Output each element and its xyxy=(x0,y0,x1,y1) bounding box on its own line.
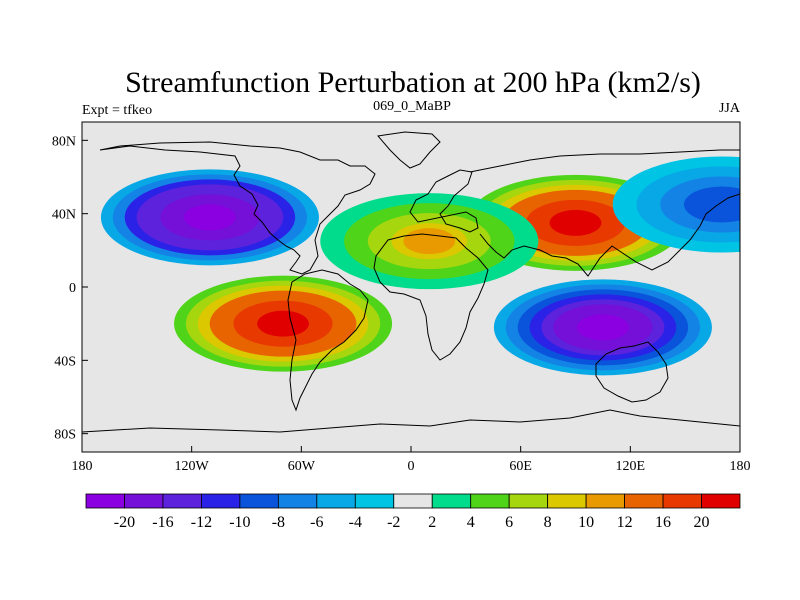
colorbar-swatch xyxy=(624,493,664,509)
colorbar-swatch xyxy=(470,493,510,509)
coast-greenland xyxy=(377,131,441,169)
x-tick-label: 180 xyxy=(730,459,751,474)
colorbar-label: 6 xyxy=(505,514,513,531)
y-tick-label: 40N xyxy=(52,208,76,223)
colorbar-label: -10 xyxy=(229,514,250,531)
colorbar-swatch xyxy=(547,493,587,509)
y-tick-label: 0 xyxy=(69,281,76,296)
colorbar-swatch xyxy=(85,493,125,509)
colorbar-label: 2 xyxy=(428,514,436,531)
feature-north-africa-high xyxy=(320,193,539,290)
experiment-label: Expt = tfkeo xyxy=(82,103,152,118)
x-tick-label: 60W xyxy=(288,459,316,474)
colorbar-label: 16 xyxy=(655,514,671,531)
colorbar-swatch xyxy=(239,493,279,509)
coast-europe xyxy=(409,169,479,233)
colorbar-swatch xyxy=(508,493,549,509)
colorbar-swatch xyxy=(585,493,625,509)
feature-south-pacific-high xyxy=(174,275,393,372)
colorbar-swatch xyxy=(316,493,356,509)
y-tick-label: 40S xyxy=(54,354,76,369)
colorbar-label: -2 xyxy=(387,514,400,531)
coast-australia xyxy=(595,341,669,403)
colorbar-label: -8 xyxy=(272,514,285,531)
x-tick-label: 120W xyxy=(175,459,210,474)
coast-north-america xyxy=(99,141,376,275)
colorbar-label: -6 xyxy=(310,514,323,531)
x-tick-label: 60E xyxy=(509,459,532,474)
contour-band xyxy=(184,204,236,231)
colorbar-swatch xyxy=(124,493,164,509)
coastline-outline xyxy=(82,131,740,433)
feature-indian-ocean-low xyxy=(493,279,712,376)
coast-asia xyxy=(469,149,740,277)
coast-south-america xyxy=(287,269,369,412)
coast-antarctica xyxy=(82,409,740,433)
coast-africa xyxy=(373,233,489,361)
chart-title: Streamfunction Perturbation at 200 hPa (… xyxy=(125,66,701,99)
contour-band xyxy=(257,310,309,337)
case-label: 069_0_MaBP xyxy=(373,99,451,114)
colorbar-label: -20 xyxy=(114,514,135,531)
colorbar-swatch xyxy=(354,493,395,509)
colorbar-label: -4 xyxy=(349,514,362,531)
y-tick-label: 80S xyxy=(54,428,76,443)
colorbar-label: 12 xyxy=(617,514,633,531)
colorbar-label: -12 xyxy=(191,514,212,531)
x-tick-label: 180 xyxy=(72,459,93,474)
colorbar: -20 -16 -12 -10 -8 -6 -4 -2 2 4 6 8 10 12 16 20 xyxy=(85,493,741,531)
colorbar-swatch xyxy=(393,493,433,509)
contour-band xyxy=(403,228,456,255)
colorbar-label: 4 xyxy=(467,514,475,531)
feature-north-pacific-atlantic-low xyxy=(100,169,319,266)
colorbar-swatch xyxy=(277,493,318,509)
colorbar-swatch xyxy=(662,493,702,509)
x-tick-label: 120E xyxy=(616,459,646,474)
y-axis: 80N 40N 0 40S 80S xyxy=(52,134,88,443)
colorbar-swatch xyxy=(431,493,472,509)
colorbar-label: 10 xyxy=(578,514,594,531)
x-axis: 180 120W 60W 0 60E 120E 180 xyxy=(72,446,751,474)
colorbar-swatch xyxy=(201,493,241,509)
contour-band xyxy=(549,209,602,236)
colorbar-label: 8 xyxy=(544,514,552,531)
y-tick-label: 80N xyxy=(52,134,76,149)
colorbar-label: -16 xyxy=(152,514,173,531)
colorbar-swatch xyxy=(701,493,741,509)
colorbar-swatch xyxy=(162,493,202,509)
colorbar-label: 20 xyxy=(694,514,710,531)
season-label: JJA xyxy=(719,101,741,116)
feature-nw-pacific-low xyxy=(612,156,740,253)
x-tick-label: 0 xyxy=(408,459,415,474)
contour-band xyxy=(577,314,629,341)
